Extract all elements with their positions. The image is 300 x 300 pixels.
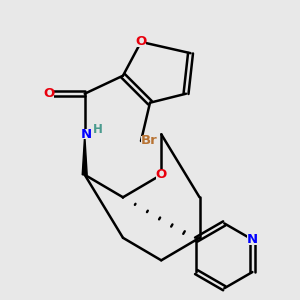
Text: O: O <box>135 35 147 48</box>
Bar <box>141 136 157 146</box>
Bar <box>156 170 166 180</box>
Bar <box>81 129 92 139</box>
Text: O: O <box>43 87 54 100</box>
Bar <box>44 89 54 99</box>
Bar <box>136 37 146 47</box>
Text: N: N <box>81 128 92 141</box>
Polygon shape <box>82 134 87 175</box>
Bar <box>93 125 104 135</box>
Text: Br: Br <box>141 134 158 148</box>
Text: H: H <box>93 123 103 136</box>
Text: N: N <box>247 233 258 246</box>
Bar <box>247 235 258 244</box>
Text: O: O <box>156 168 167 181</box>
